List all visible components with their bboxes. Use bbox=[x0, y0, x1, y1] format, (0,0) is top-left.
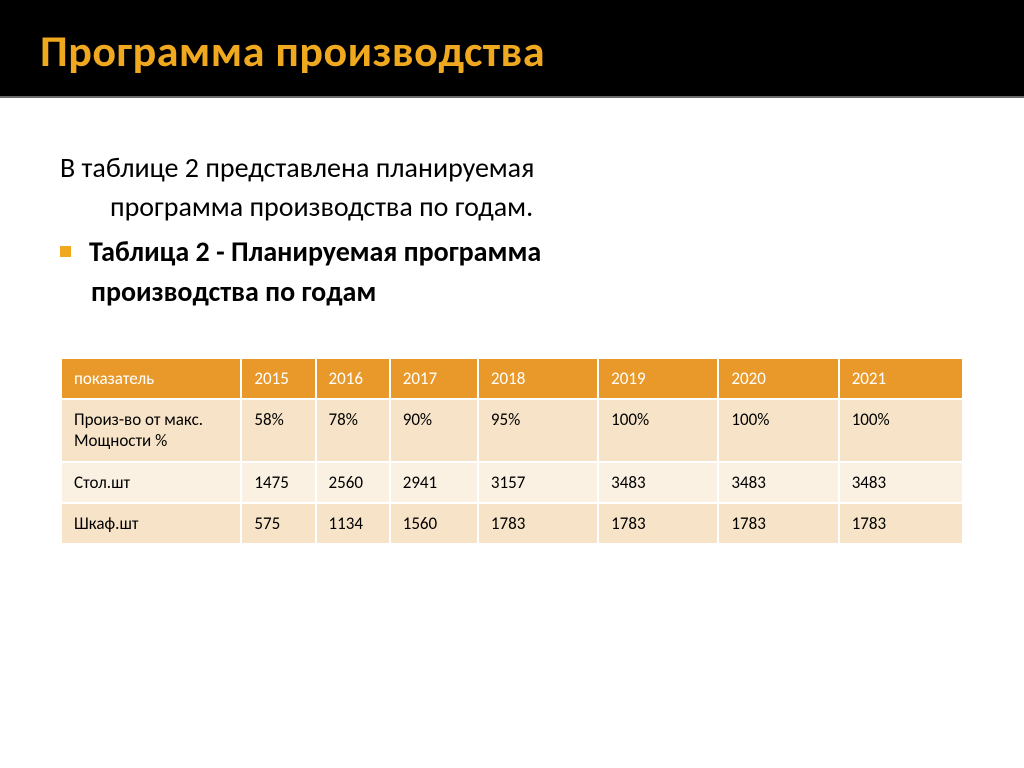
cell-value: 2560 bbox=[316, 462, 390, 503]
cell-value: 100% bbox=[598, 399, 718, 462]
table-header-row: показатель 2015 2016 2017 2018 2019 2020… bbox=[61, 358, 963, 399]
cell-value: 575 bbox=[241, 503, 315, 544]
production-table-wrap: показатель 2015 2016 2017 2018 2019 2020… bbox=[60, 357, 964, 545]
col-header-2017: 2017 bbox=[390, 358, 478, 399]
slide-title: Программа производства bbox=[40, 24, 984, 78]
cell-value: 3483 bbox=[598, 462, 718, 503]
cell-value: 1475 bbox=[241, 462, 315, 503]
cell-value: 1560 bbox=[390, 503, 478, 544]
cell-value: 3483 bbox=[839, 462, 963, 503]
cell-value: 100% bbox=[839, 399, 963, 462]
col-header-2020: 2020 bbox=[718, 358, 838, 399]
cell-value: 90% bbox=[390, 399, 478, 462]
cell-label: Произ-во от макс. Мощности % bbox=[61, 399, 241, 462]
cell-value: 78% bbox=[316, 399, 390, 462]
table-row: Шкаф.шт 575 1134 1560 1783 1783 1783 178… bbox=[61, 503, 963, 544]
content-area: В таблице 2 представлена планируемая про… bbox=[0, 98, 1024, 545]
cell-label: Шкаф.шт bbox=[61, 503, 241, 544]
title-band: Программа производства bbox=[0, 0, 1024, 98]
cell-value: 95% bbox=[478, 399, 598, 462]
cell-value: 3157 bbox=[478, 462, 598, 503]
col-header-2018: 2018 bbox=[478, 358, 598, 399]
col-header-indicator: показатель bbox=[61, 358, 241, 399]
col-header-2015: 2015 bbox=[241, 358, 315, 399]
col-header-2016: 2016 bbox=[316, 358, 390, 399]
intro-text-line2: программа производства по годам. bbox=[60, 187, 964, 226]
intro-text-line1: В таблице 2 представлена планируемая bbox=[60, 148, 964, 187]
cell-value: 100% bbox=[718, 399, 838, 462]
table-caption: Таблица 2 - Планируемая программа произв… bbox=[60, 232, 964, 310]
col-header-2021: 2021 bbox=[839, 358, 963, 399]
cell-value: 3483 bbox=[718, 462, 838, 503]
cell-value: 1783 bbox=[718, 503, 838, 544]
cell-value: 1783 bbox=[478, 503, 598, 544]
bullet-icon bbox=[60, 246, 71, 257]
caption-line1: Таблица 2 - Планируемая программа bbox=[89, 232, 964, 271]
caption-lines: Таблица 2 - Планируемая программа произв… bbox=[89, 232, 964, 310]
cell-value: 1783 bbox=[839, 503, 963, 544]
production-table: показатель 2015 2016 2017 2018 2019 2020… bbox=[60, 357, 964, 545]
cell-value: 1134 bbox=[316, 503, 390, 544]
col-header-2019: 2019 bbox=[598, 358, 718, 399]
cell-value: 58% bbox=[241, 399, 315, 462]
caption-line2: производства по годам bbox=[89, 272, 964, 311]
cell-value: 2941 bbox=[390, 462, 478, 503]
table-row: Стол.шт 1475 2560 2941 3157 3483 3483 34… bbox=[61, 462, 963, 503]
cell-value: 1783 bbox=[598, 503, 718, 544]
cell-label: Стол.шт bbox=[61, 462, 241, 503]
table-row: Произ-во от макс. Мощности % 58% 78% 90%… bbox=[61, 399, 963, 462]
